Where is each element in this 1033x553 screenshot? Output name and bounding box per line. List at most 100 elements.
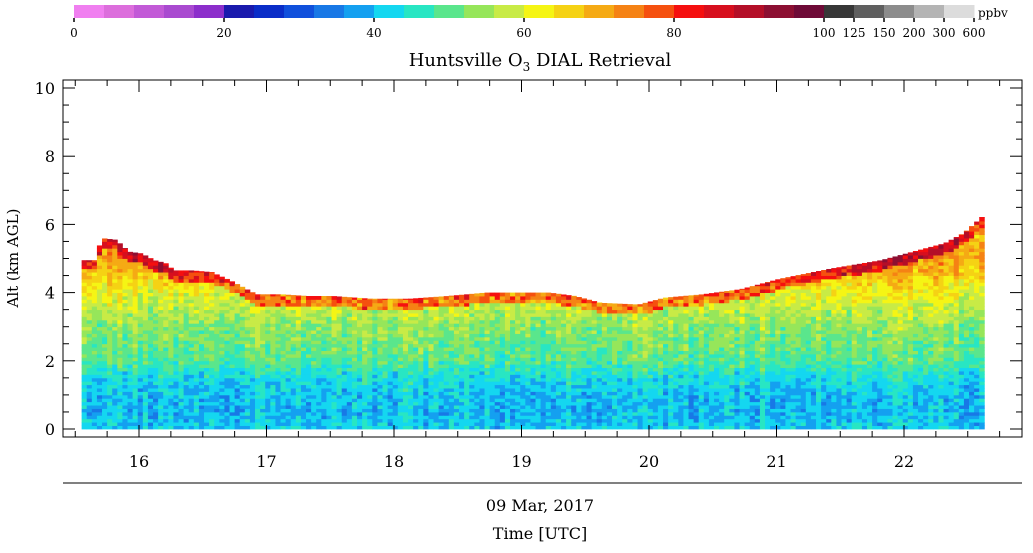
heatmap-cell xyxy=(112,408,118,413)
heatmap-cell xyxy=(448,295,455,297)
heatmap-cell xyxy=(178,418,185,423)
heatmap-cell xyxy=(295,340,302,345)
heatmap-cell xyxy=(561,425,567,430)
heatmap-cell xyxy=(464,381,470,386)
heatmap-cell xyxy=(300,398,307,403)
heatmap-cell xyxy=(606,313,613,317)
heatmap-cell xyxy=(622,340,628,345)
heatmap-cell xyxy=(311,353,317,358)
heatmap-cell xyxy=(515,422,521,426)
heatmap-cell xyxy=(668,333,674,338)
heatmap-cell xyxy=(637,353,644,358)
heatmap-cell xyxy=(484,309,491,314)
heatmap-cell xyxy=(178,411,185,416)
heatmap-cell xyxy=(678,377,684,382)
heatmap-cell xyxy=(198,306,205,311)
heatmap-cell xyxy=(428,313,434,317)
heatmap-cell xyxy=(504,394,511,399)
heatmap-cell xyxy=(107,265,113,270)
heatmap-cell xyxy=(209,319,215,324)
heatmap-cell xyxy=(127,251,134,256)
heatmap-cell xyxy=(86,381,93,386)
heatmap-cell xyxy=(275,415,281,420)
heatmap-cell xyxy=(535,377,542,382)
heatmap-cell xyxy=(178,398,185,403)
heatmap-cell xyxy=(418,360,424,365)
heatmap-cell xyxy=(525,336,531,341)
heatmap-cell xyxy=(525,408,531,413)
heatmap-cell xyxy=(142,418,149,423)
heatmap-cell xyxy=(163,292,169,297)
heatmap-cell xyxy=(647,371,654,375)
heatmap-cell xyxy=(244,343,251,348)
heatmap-cell xyxy=(270,411,276,416)
heatmap-cell xyxy=(275,381,281,386)
heatmap-cell xyxy=(637,371,644,375)
heatmap-cell xyxy=(627,381,633,386)
heatmap-cell xyxy=(127,330,134,334)
heatmap-cell xyxy=(163,371,169,375)
heatmap-cell xyxy=(147,336,154,341)
heatmap-cell xyxy=(555,302,562,307)
heatmap-cell xyxy=(224,292,230,297)
heatmap-cell xyxy=(198,405,205,409)
heatmap-cell xyxy=(413,391,419,396)
heatmap-cell xyxy=(408,422,414,426)
heatmap-cell xyxy=(270,319,276,324)
heatmap-cell xyxy=(657,360,664,365)
heatmap-cell xyxy=(112,289,118,293)
heatmap-cell xyxy=(153,425,159,430)
heatmap-cell xyxy=(122,289,128,293)
heatmap-cell xyxy=(571,408,577,413)
heatmap-cell xyxy=(91,350,98,355)
heatmap-cell xyxy=(326,388,332,392)
heatmap-cell xyxy=(229,401,236,406)
heatmap-cell xyxy=(596,353,603,358)
heatmap-cell xyxy=(433,371,440,375)
heatmap-cell xyxy=(515,371,521,375)
heatmap-cell xyxy=(448,316,455,321)
heatmap-cell xyxy=(550,340,557,345)
heatmap-cell xyxy=(499,425,506,430)
heatmap-cell xyxy=(418,306,424,311)
heatmap-cell xyxy=(204,384,210,389)
heatmap-cell xyxy=(571,388,577,392)
heatmap-cell xyxy=(535,360,542,365)
heatmap-cell xyxy=(107,285,113,290)
heatmap-cell xyxy=(132,333,139,338)
heatmap-cell xyxy=(586,381,593,386)
heatmap-cell xyxy=(576,377,582,382)
heatmap-cell xyxy=(581,357,587,362)
heatmap-cell xyxy=(392,343,399,348)
heatmap-cell xyxy=(566,350,572,355)
heatmap-cell xyxy=(209,292,215,297)
heatmap-cell xyxy=(479,418,485,423)
heatmap-cell xyxy=(142,350,149,355)
heatmap-cell xyxy=(173,272,179,276)
heatmap-cell xyxy=(275,394,281,399)
heatmap-cell xyxy=(107,239,113,242)
heatmap-cell xyxy=(117,255,123,259)
heatmap-cell xyxy=(678,405,684,409)
heatmap-cell xyxy=(571,398,577,403)
heatmap-cell xyxy=(586,374,593,379)
heatmap-cell xyxy=(81,265,88,270)
heatmap-cell xyxy=(377,371,383,375)
colorbar-bin xyxy=(524,5,555,18)
heatmap-cell xyxy=(183,285,190,290)
heatmap-cell xyxy=(188,350,195,355)
heatmap-cell xyxy=(540,299,547,304)
heatmap-cell xyxy=(550,394,557,399)
heatmap-cell xyxy=(494,401,501,406)
colorbar-bin xyxy=(434,5,465,18)
heatmap-cell xyxy=(530,336,536,341)
heatmap-cell xyxy=(413,422,419,426)
heatmap-cell xyxy=(601,350,608,355)
heatmap-cell xyxy=(382,377,389,382)
heatmap-cell xyxy=(530,313,536,317)
heatmap-cell xyxy=(418,357,424,362)
heatmap-cell xyxy=(204,271,210,273)
heatmap-cell xyxy=(606,401,613,406)
heatmap-cell xyxy=(647,418,654,423)
heatmap-cell xyxy=(596,336,603,341)
